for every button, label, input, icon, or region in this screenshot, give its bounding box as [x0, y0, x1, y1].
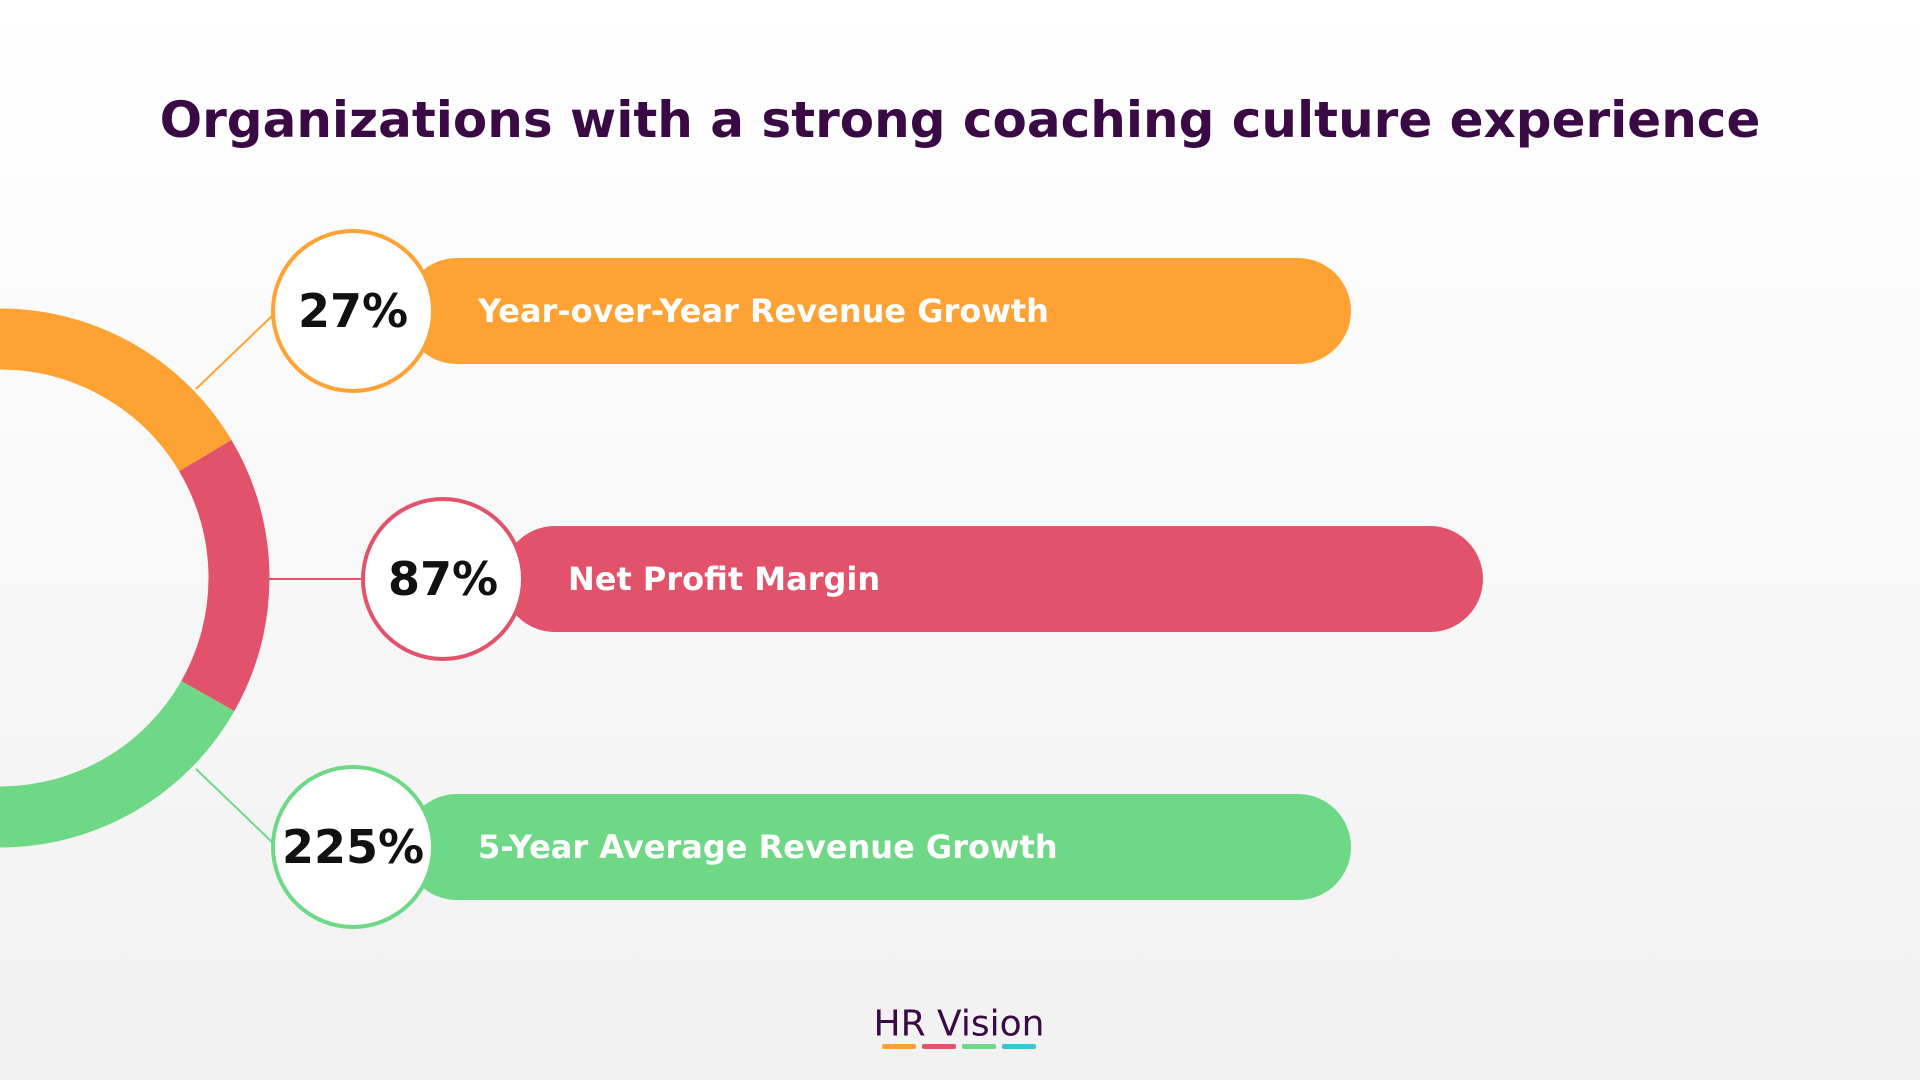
- value: 225%: [282, 820, 424, 874]
- connector: [195, 768, 273, 843]
- logo-dash: [1002, 1044, 1036, 1049]
- value: 27%: [298, 284, 408, 338]
- label: Year-over-Year Revenue Growth: [477, 292, 1049, 330]
- label-bar: [404, 258, 1351, 364]
- label: 5-Year Average Revenue Growth: [478, 828, 1058, 866]
- label-bar: [502, 526, 1483, 632]
- logo-dash: [962, 1044, 996, 1049]
- label: Net Profit Margin: [568, 560, 880, 598]
- ring-segment: [0, 308, 232, 472]
- connector: [195, 315, 273, 390]
- value-circle: [271, 765, 435, 929]
- value: 87%: [388, 552, 498, 606]
- label-bar: [404, 794, 1351, 900]
- logo: HR Vision: [874, 1004, 1045, 1045]
- logo-underline: [882, 1044, 1036, 1049]
- logo-dash: [922, 1044, 956, 1049]
- logo-dash: [882, 1044, 916, 1049]
- title: Organizations with a strong coaching cul…: [160, 91, 1761, 149]
- value-circle: [361, 497, 525, 661]
- value-circle: [271, 229, 435, 393]
- ring-segment: [0, 680, 235, 848]
- ring-segment: [178, 440, 270, 712]
